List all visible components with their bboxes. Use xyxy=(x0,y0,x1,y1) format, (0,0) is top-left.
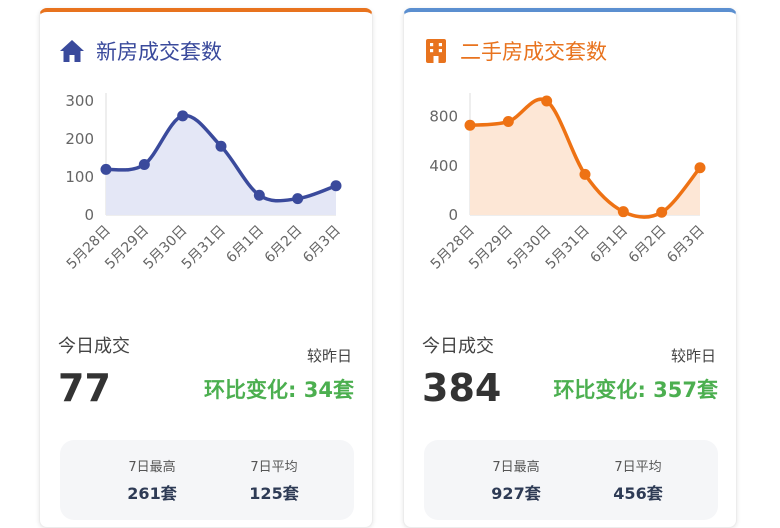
stat-label: 7日最高 xyxy=(492,460,540,475)
stats-panel: 7日最高 927套 7日平均 456套 xyxy=(424,440,718,520)
data-point xyxy=(617,206,629,218)
data-point xyxy=(656,206,668,218)
x-tick-label: 6月2日 xyxy=(262,223,306,267)
x-tick-label: 6月3日 xyxy=(664,223,708,267)
change-indicator: 环比变化: 34套 xyxy=(204,378,354,402)
card-title: 新房成交套数 xyxy=(96,40,222,64)
stat-label: 7日平均 xyxy=(250,460,298,475)
x-tick-label: 6月1日 xyxy=(587,223,631,267)
x-tick-label: 6月1日 xyxy=(223,223,267,267)
second-hand-home-card: 二手房成交套数 0 400 800 5月28日 5月29日 5月30日 5月31日 6月1日 6… xyxy=(403,8,737,528)
card-header: 二手房成交套数 xyxy=(422,36,607,66)
today-label: 今日成交 xyxy=(422,336,494,357)
data-point xyxy=(502,116,514,128)
house-icon xyxy=(58,37,86,65)
data-point xyxy=(138,158,150,170)
data-point xyxy=(292,193,304,205)
y-tick-label: 400 xyxy=(429,157,458,175)
y-tick-label: 0 xyxy=(448,206,458,224)
x-tick-label: 6月2日 xyxy=(626,223,670,267)
stat-label: 7日最高 xyxy=(128,460,176,475)
stat-value: 927套 xyxy=(491,484,541,503)
change-label: 环比变化 xyxy=(204,378,289,402)
change-value: 357套 xyxy=(653,378,718,402)
y-tick-label: 800 xyxy=(429,108,458,126)
card-header: 新房成交套数 xyxy=(58,36,222,66)
compare-label: 较昨日 xyxy=(306,347,352,365)
stat-value: 261套 xyxy=(127,484,177,503)
building-icon xyxy=(422,37,450,65)
change-value: 34套 xyxy=(303,378,354,402)
today-value: 77 xyxy=(58,366,111,410)
stat-value: 456套 xyxy=(613,484,663,503)
stat-max: 7日最高 261套 xyxy=(92,456,212,504)
change-label: 环比变化 xyxy=(553,378,638,402)
stat-value: 125套 xyxy=(249,484,299,503)
data-point xyxy=(177,110,189,122)
new-home-chart: 01002003005月28日5月29日5月30日5月31日6月1日6月2日6月… xyxy=(64,92,344,273)
data-point xyxy=(253,189,265,201)
change-indicator: 环比变化: 357套 xyxy=(553,378,718,402)
stat-average: 7日平均 456套 xyxy=(578,456,698,504)
data-point xyxy=(464,119,476,131)
new-home-card: 新房成交套数 0 100 200 300 5月28日 5月29日 5月30日 5月31日 6月1… xyxy=(39,8,373,528)
data-point xyxy=(330,180,342,192)
y-tick-label: 200 xyxy=(65,130,94,148)
stat-average: 7日平均 125套 xyxy=(214,456,334,504)
y-tick-label: 100 xyxy=(65,168,94,186)
card-title: 二手房成交套数 xyxy=(460,40,607,64)
today-label: 今日成交 xyxy=(58,336,130,357)
data-point xyxy=(694,162,706,174)
compare-label: 较昨日 xyxy=(670,347,716,365)
series-area xyxy=(470,99,700,218)
data-point xyxy=(541,95,553,107)
stat-max: 7日最高 927套 xyxy=(456,456,576,504)
y-tick-label: 300 xyxy=(65,92,94,110)
x-tick-label: 6月3日 xyxy=(300,223,344,267)
today-value: 384 xyxy=(422,366,502,410)
stats-panel: 7日最高 261套 7日平均 125套 xyxy=(60,440,354,520)
stat-label: 7日平均 xyxy=(614,460,662,475)
data-point xyxy=(579,168,591,180)
data-point xyxy=(215,140,227,152)
data-point xyxy=(100,163,112,175)
y-tick-label: 0 xyxy=(84,206,94,224)
